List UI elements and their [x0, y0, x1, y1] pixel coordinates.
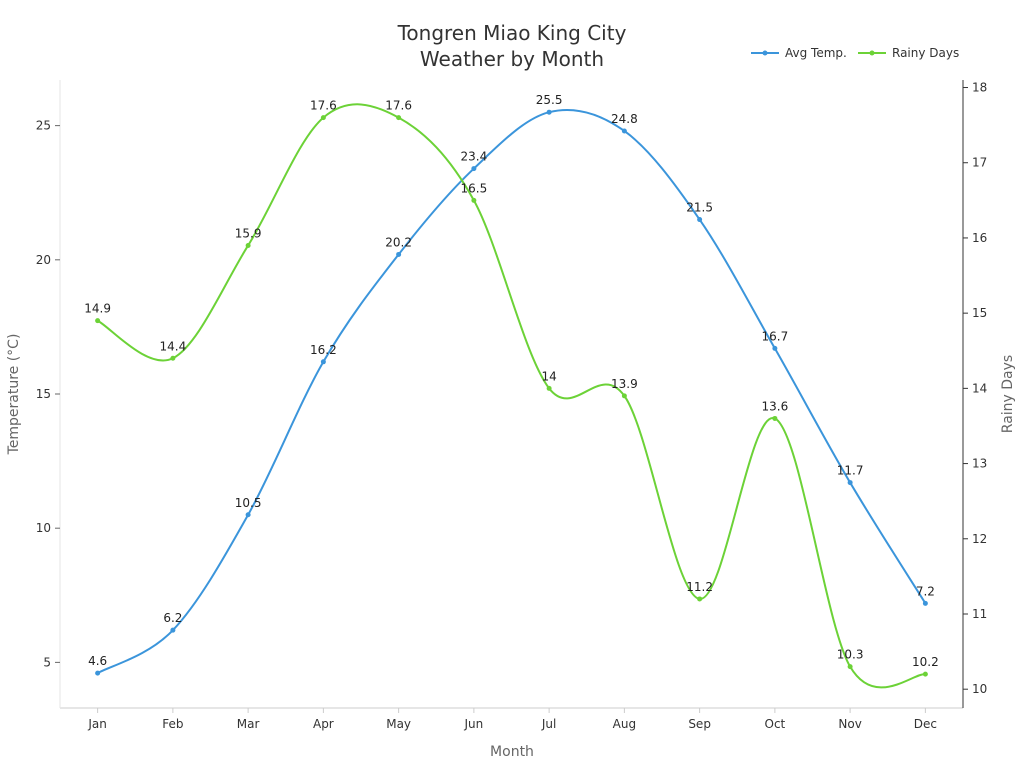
data-label-avg-temp: 23.4 — [461, 150, 488, 164]
data-label-rainy-days: 14.9 — [84, 302, 111, 316]
left-axis-title: Temperature (°C) — [6, 334, 22, 456]
series-layer: 4.6 6.2 10.5 16.2 20.2 23.4 25.5 24.8 21.5 16.7 11… — [84, 93, 939, 689]
right-axis-ticks: 10 11 12 13 14 15 16 17 18 — [963, 81, 987, 696]
data-point-rainy-days[interactable] — [95, 318, 101, 324]
right-tick-label: 18 — [972, 81, 987, 95]
right-axis-title: Rainy Days — [1000, 355, 1016, 433]
left-tick-label: 20 — [36, 253, 51, 267]
data-point-rainy-days[interactable] — [697, 596, 703, 602]
right-tick-label: 14 — [972, 381, 987, 395]
data-label-rainy-days: 17.6 — [310, 99, 337, 113]
series-avg-temp: 4.6 6.2 10.5 16.2 20.2 23.4 25.5 24.8 21.5 16.7 11… — [88, 93, 935, 676]
data-label-avg-temp: 20.2 — [385, 235, 412, 249]
data-label-avg-temp: 24.8 — [611, 112, 638, 126]
data-label-avg-temp: 11.7 — [837, 464, 864, 478]
data-label-avg-temp: 7.2 — [916, 584, 935, 598]
legend-label-avg-temp: Avg Temp. — [785, 46, 847, 60]
data-point-rainy-days[interactable] — [546, 385, 552, 391]
data-label-avg-temp: 6.2 — [163, 611, 182, 625]
data-point-rainy-days[interactable] — [471, 197, 477, 203]
x-tick-label: Jul — [541, 717, 556, 731]
x-tick-label: Jun — [464, 717, 484, 731]
chart-title-line-2: Weather by Month — [420, 47, 604, 71]
data-label-rainy-days: 13.9 — [611, 377, 638, 391]
x-tick-label: Apr — [313, 717, 334, 731]
data-point-rainy-days[interactable] — [772, 415, 778, 421]
data-point-avg-temp[interactable] — [396, 251, 402, 257]
legend-label-rainy-days: Rainy Days — [892, 46, 959, 60]
series-rainy-days: 14.9 14.4 15.9 17.6 17.6 16.5 14 13.9 11.2 13.6 10… — [84, 99, 939, 689]
data-label-rainy-days: 15.9 — [235, 226, 262, 240]
data-point-avg-temp[interactable] — [697, 217, 703, 223]
x-axis-ticks: Jan Feb Mar Apr May Jun Jul Aug Sep Oct Nov Dec — [87, 708, 937, 731]
right-tick-label: 10 — [972, 682, 987, 696]
data-label-rainy-days: 11.2 — [686, 580, 713, 594]
data-point-rainy-days[interactable] — [847, 664, 853, 670]
left-tick-label: 5 — [43, 655, 51, 669]
data-point-avg-temp[interactable] — [922, 600, 928, 606]
x-tick-label: Feb — [162, 717, 183, 731]
x-tick-label: Sep — [688, 717, 711, 731]
data-point-avg-temp[interactable] — [471, 166, 477, 172]
x-tick-label: Aug — [613, 717, 636, 731]
x-tick-label: Jan — [87, 717, 107, 731]
data-point-avg-temp[interactable] — [847, 480, 853, 486]
data-point-avg-temp[interactable] — [170, 627, 176, 633]
data-point-avg-temp[interactable] — [95, 670, 101, 676]
data-point-avg-temp[interactable] — [621, 128, 627, 134]
x-tick-label: Oct — [765, 717, 786, 731]
data-label-rainy-days: 17.6 — [385, 99, 412, 113]
data-point-rainy-days[interactable] — [170, 355, 176, 361]
legend-item-avg-temp[interactable]: Avg Temp. — [751, 46, 847, 60]
data-label-rainy-days: 10.2 — [912, 655, 939, 669]
data-point-rainy-days[interactable] — [396, 115, 402, 121]
legend[interactable]: Avg Temp. Rainy Days — [751, 46, 959, 60]
data-point-avg-temp[interactable] — [245, 512, 251, 518]
data-label-rainy-days: 13.6 — [762, 399, 789, 413]
right-tick-label: 16 — [972, 231, 987, 245]
x-axis-title: Month — [490, 744, 534, 760]
data-point-avg-temp[interactable] — [320, 359, 326, 365]
left-axis-ticks: 5 10 15 20 25 — [36, 119, 60, 669]
left-tick-label: 10 — [36, 521, 51, 535]
right-tick-label: 11 — [972, 607, 987, 621]
series-line-avg-temp — [97, 109, 927, 674]
x-tick-label: May — [386, 717, 411, 731]
data-label-avg-temp: 16.2 — [310, 343, 337, 357]
data-point-rainy-days[interactable] — [320, 115, 326, 121]
data-label-avg-temp: 21.5 — [686, 201, 713, 215]
data-point-rainy-days[interactable] — [922, 671, 928, 677]
data-point-rainy-days[interactable] — [245, 242, 251, 248]
data-label-avg-temp: 16.7 — [762, 329, 789, 343]
right-tick-label: 17 — [972, 156, 987, 170]
left-tick-label: 15 — [36, 387, 51, 401]
right-tick-label: 12 — [972, 532, 987, 546]
right-tick-label: 13 — [972, 457, 987, 471]
data-label-rainy-days: 16.5 — [461, 181, 488, 195]
data-label-rainy-days: 14 — [541, 369, 556, 383]
data-label-rainy-days: 14.4 — [160, 339, 187, 353]
data-point-avg-temp[interactable] — [546, 109, 552, 115]
data-label-avg-temp: 10.5 — [235, 496, 262, 510]
data-label-rainy-days: 10.3 — [837, 648, 864, 662]
x-tick-label: Nov — [838, 717, 861, 731]
x-tick-label: Mar — [237, 717, 260, 731]
right-tick-label: 15 — [972, 306, 987, 320]
data-label-avg-temp: 25.5 — [536, 93, 563, 107]
chart-title-line-1: Tongren Miao King City — [397, 21, 627, 45]
x-tick-label: Dec — [914, 717, 937, 731]
data-point-avg-temp[interactable] — [772, 345, 778, 351]
left-tick-label: 25 — [36, 119, 51, 133]
data-label-avg-temp: 4.6 — [88, 654, 107, 668]
data-point-rainy-days[interactable] — [621, 393, 627, 399]
legend-item-rainy-days[interactable]: Rainy Days — [858, 46, 959, 60]
